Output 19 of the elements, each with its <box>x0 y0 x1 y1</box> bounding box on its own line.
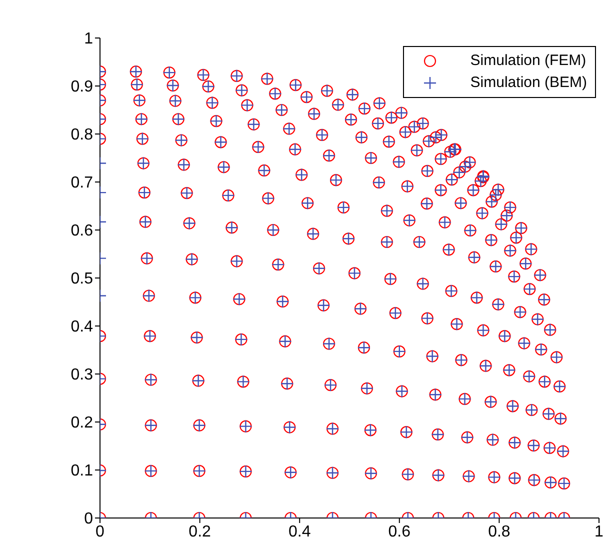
y-tick-label: 0 <box>84 510 94 528</box>
x-tick-label: 0.8 <box>488 523 510 540</box>
x-tick-label: 1 <box>594 523 604 540</box>
y-tick-label: 0.8 <box>70 126 94 144</box>
x-tick-label: 0 <box>96 523 105 540</box>
x-tick-label: 0.2 <box>188 523 212 540</box>
y-tick-label: 1 <box>84 30 94 48</box>
y-tick-label: 0.3 <box>70 366 94 384</box>
y-tick-label: 0.9 <box>70 78 94 96</box>
legend-label: Simulation (BEM) <box>470 73 587 93</box>
y-tick-label: 0.6 <box>70 222 94 240</box>
x-tick-label: 0.6 <box>388 523 411 540</box>
y-tick-label: 0.5 <box>70 270 94 288</box>
y-tick-label: 0.7 <box>70 174 94 192</box>
legend-label: Simulation (FEM) <box>470 51 586 71</box>
y-tick-label: 0.1 <box>70 462 94 480</box>
y-tick-label: 0.2 <box>70 414 94 432</box>
x-tick-label: 0.4 <box>288 523 311 540</box>
y-tick-label: 0.4 <box>70 318 94 336</box>
